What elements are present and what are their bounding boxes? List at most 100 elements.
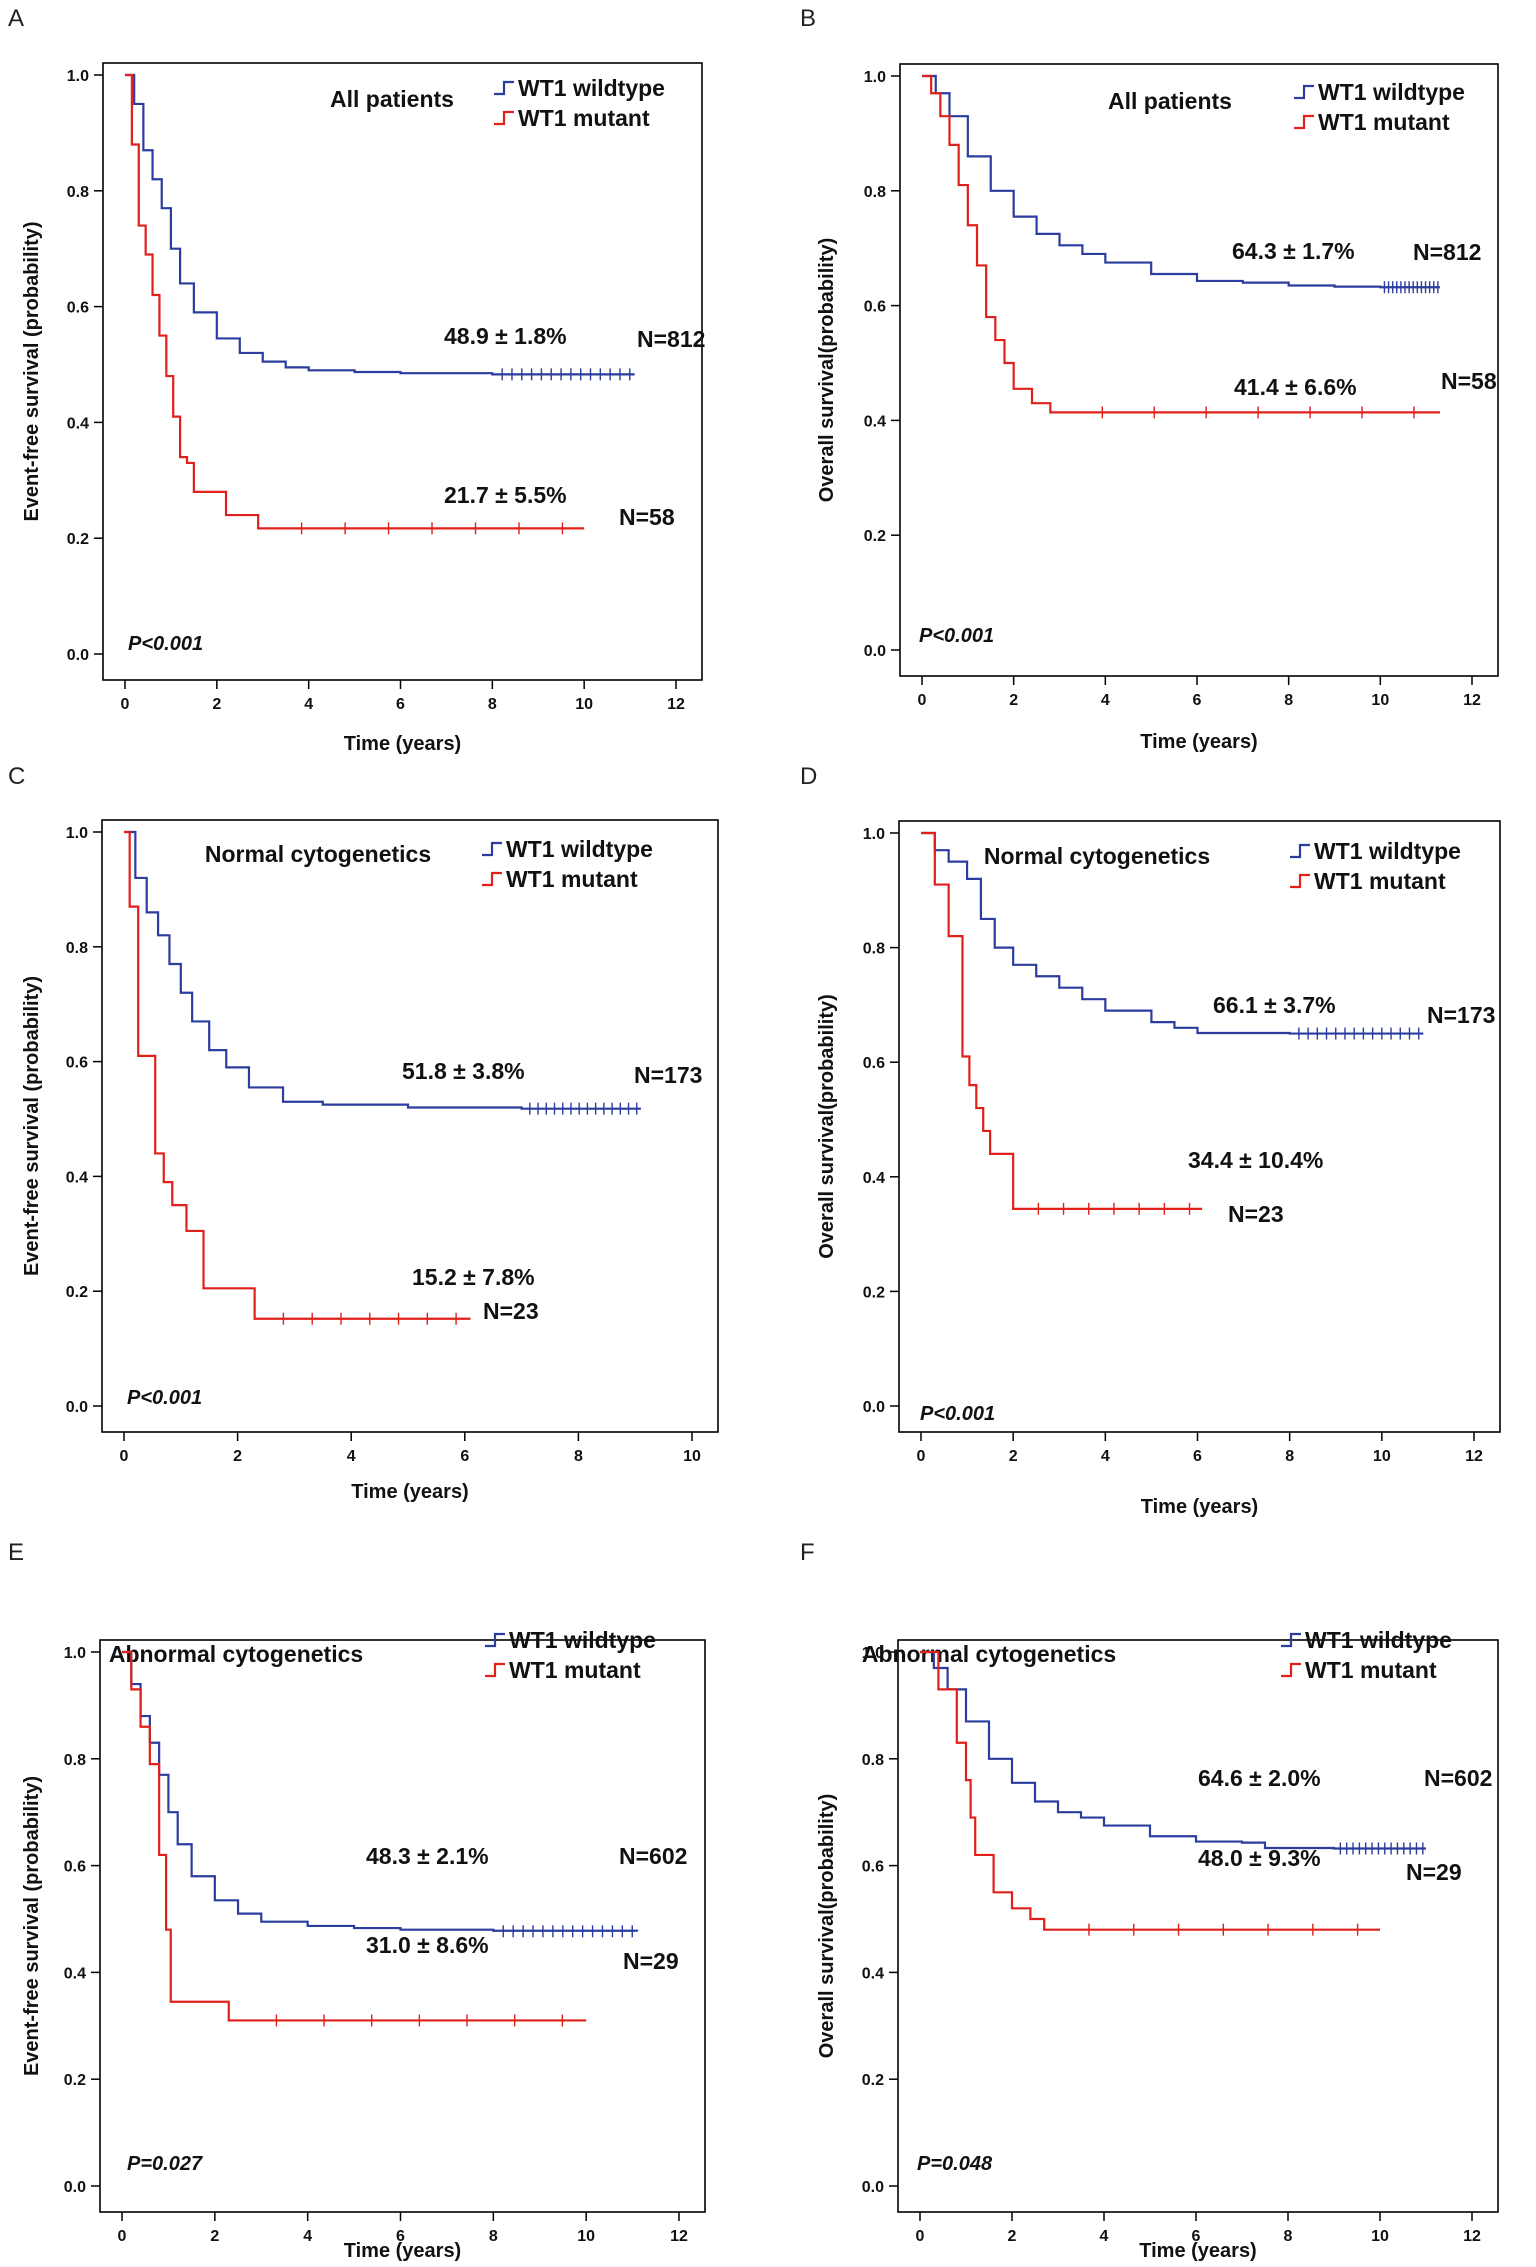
- y-axis-label: Overall survival(probability): [816, 994, 838, 1259]
- x-tick-label: 12: [1463, 2228, 1481, 2245]
- y-tick-label: 1.0: [863, 826, 885, 843]
- x-tick-label: 6: [1193, 1448, 1202, 1465]
- x-tick-label: 10: [1371, 692, 1389, 709]
- panel-title: All patients: [1108, 88, 1232, 114]
- y-tick-label: 0.4: [66, 1169, 88, 1186]
- p-value: P=0.027: [127, 2153, 203, 2175]
- x-tick-label: 8: [488, 696, 497, 713]
- legend-label-mutant: WT1 mutant: [1305, 1657, 1437, 1683]
- series-line-mutant: [125, 73, 585, 530]
- panel-letter: A: [8, 5, 24, 32]
- x-axis-label: Time (years): [1140, 731, 1257, 753]
- p-value: P<0.001: [128, 633, 203, 655]
- y-tick-label: 0.8: [862, 1752, 884, 1769]
- n-label-mutant: N=23: [1228, 1201, 1284, 1227]
- legend-label-wildtype: WT1 wildtype: [509, 1627, 656, 1653]
- panel-title: Normal cytogenetics: [205, 841, 431, 867]
- x-axis-label: Time (years): [344, 733, 461, 755]
- y-axis-label: Overall survival(probability): [816, 238, 838, 503]
- y-tick-label: 0.0: [862, 2179, 884, 2196]
- x-tick-label: 4: [303, 2228, 312, 2245]
- legend-label-mutant: WT1 mutant: [506, 866, 638, 892]
- y-tick-label: 0.2: [864, 528, 886, 545]
- y-tick-label: 0.2: [67, 531, 89, 548]
- panel-d: D 0.0 0.2 0.4 0.6 0.8 1.0 0 2 4 6 8 10 12 Time (years)…: [800, 763, 1501, 1518]
- y-tick-label: 0.6: [862, 1859, 884, 1876]
- x-tick-label: 6: [460, 1448, 469, 1465]
- x-tick-label: 2: [210, 2228, 219, 2245]
- legend-label-mutant: WT1 mutant: [509, 1657, 641, 1683]
- x-tick-label: 10: [1373, 1448, 1391, 1465]
- y-tick-label: 1.0: [66, 825, 88, 842]
- legend-label-wildtype: WT1 wildtype: [506, 836, 653, 862]
- panel-letter: E: [8, 1539, 24, 1566]
- y-axis-label: Event-free survival (probability): [21, 221, 43, 521]
- x-tick-label: 10: [577, 2228, 595, 2245]
- panel-title: Abnormal cytogenetics: [862, 1641, 1116, 1667]
- series-line-wildtype: [920, 1650, 1426, 1850]
- y-tick-label: 0.0: [863, 1399, 885, 1416]
- estimate-label-mutant: 48.0 ± 9.3%: [1198, 1845, 1321, 1871]
- n-label-wildtype: N=812: [637, 326, 705, 352]
- y-tick-label: 0.6: [64, 1859, 86, 1876]
- estimate-label-wildtype: 64.3 ± 1.7%: [1232, 238, 1355, 264]
- legend-swatch-wildtype: [1294, 84, 1314, 100]
- series-line-wildtype: [921, 831, 1424, 1035]
- x-tick-label: 8: [1284, 2228, 1293, 2245]
- legend-label-wildtype: WT1 wildtype: [518, 75, 665, 101]
- y-tick-label: 0.8: [67, 184, 89, 201]
- y-tick-label: 0.6: [67, 300, 89, 317]
- x-tick-label: 12: [1465, 1448, 1483, 1465]
- y-tick-label: 0.6: [66, 1055, 88, 1072]
- x-tick-label: 10: [1371, 2228, 1389, 2245]
- x-tick-label: 0: [118, 2228, 127, 2245]
- y-tick-label: 0.0: [67, 647, 89, 664]
- legend-swatch-wildtype: [482, 841, 502, 857]
- y-tick-label: 0.0: [864, 643, 886, 660]
- x-tick-label: 8: [1284, 692, 1293, 709]
- legend-swatch-mutant: [1281, 1662, 1301, 1678]
- p-value: P<0.001: [920, 1403, 995, 1425]
- x-tick-label: 6: [396, 2228, 405, 2245]
- y-tick-label: 0.2: [66, 1284, 88, 1301]
- y-tick-label: 1.0: [862, 1645, 884, 1662]
- legend-label-mutant: WT1 mutant: [1318, 109, 1450, 135]
- x-tick-label: 8: [1285, 1448, 1294, 1465]
- x-tick-label: 12: [670, 2228, 688, 2245]
- legend-swatch-mutant: [482, 871, 502, 887]
- y-tick-label: 0.4: [64, 1965, 86, 1982]
- plot-frame: [898, 820, 1501, 1433]
- x-tick-label: 2: [212, 696, 221, 713]
- y-tick-label: 1.0: [64, 1645, 86, 1662]
- x-tick-label: 4: [304, 696, 313, 713]
- x-tick-label: 6: [396, 696, 405, 713]
- n-label-wildtype: N=173: [634, 1062, 702, 1088]
- panel-letter: C: [8, 763, 25, 790]
- panel-title: Normal cytogenetics: [984, 843, 1210, 869]
- series-line-wildtype: [124, 830, 641, 1110]
- x-tick-label: 0: [917, 1448, 926, 1465]
- n-label-wildtype: N=602: [1424, 1765, 1492, 1791]
- estimate-label-mutant: 21.7 ± 5.5%: [444, 482, 567, 508]
- panel-b: B 0.0 0.2 0.4 0.6 0.8 1.0 0 2 4 6 8 10 12 Time (years)…: [800, 5, 1499, 753]
- panel-a: A 0.0 0.2 0.4 0.6 0.8 1.0 0 2 4 6 8 10 12 Time (years)…: [8, 5, 705, 755]
- x-tick-label: 2: [1009, 1448, 1018, 1465]
- n-label-mutant: N=29: [1406, 1859, 1462, 1885]
- legend-swatch-mutant: [1290, 873, 1310, 889]
- x-tick-label: 4: [1101, 1448, 1110, 1465]
- estimate-label-mutant: 15.2 ± 7.8%: [412, 1264, 535, 1290]
- y-tick-label: 0.2: [862, 2072, 884, 2089]
- x-tick-label: 6: [1192, 2228, 1201, 2245]
- series-line-wildtype: [125, 73, 635, 376]
- estimate-label-wildtype: 48.9 ± 1.8%: [444, 323, 567, 349]
- y-tick-label: 0.8: [64, 1752, 86, 1769]
- y-tick-label: 0.0: [66, 1399, 88, 1416]
- panel-title: Abnormal cytogenetics: [109, 1641, 363, 1667]
- legend-swatch-wildtype: [494, 80, 514, 96]
- x-axis-label: Time (years): [344, 2240, 461, 2262]
- legend-label-wildtype: WT1 wildtype: [1314, 838, 1461, 864]
- y-tick-label: 0.6: [863, 1055, 885, 1072]
- legend-label-mutant: WT1 mutant: [518, 105, 650, 131]
- panel-letter: D: [800, 763, 817, 790]
- series-line-wildtype: [922, 74, 1440, 289]
